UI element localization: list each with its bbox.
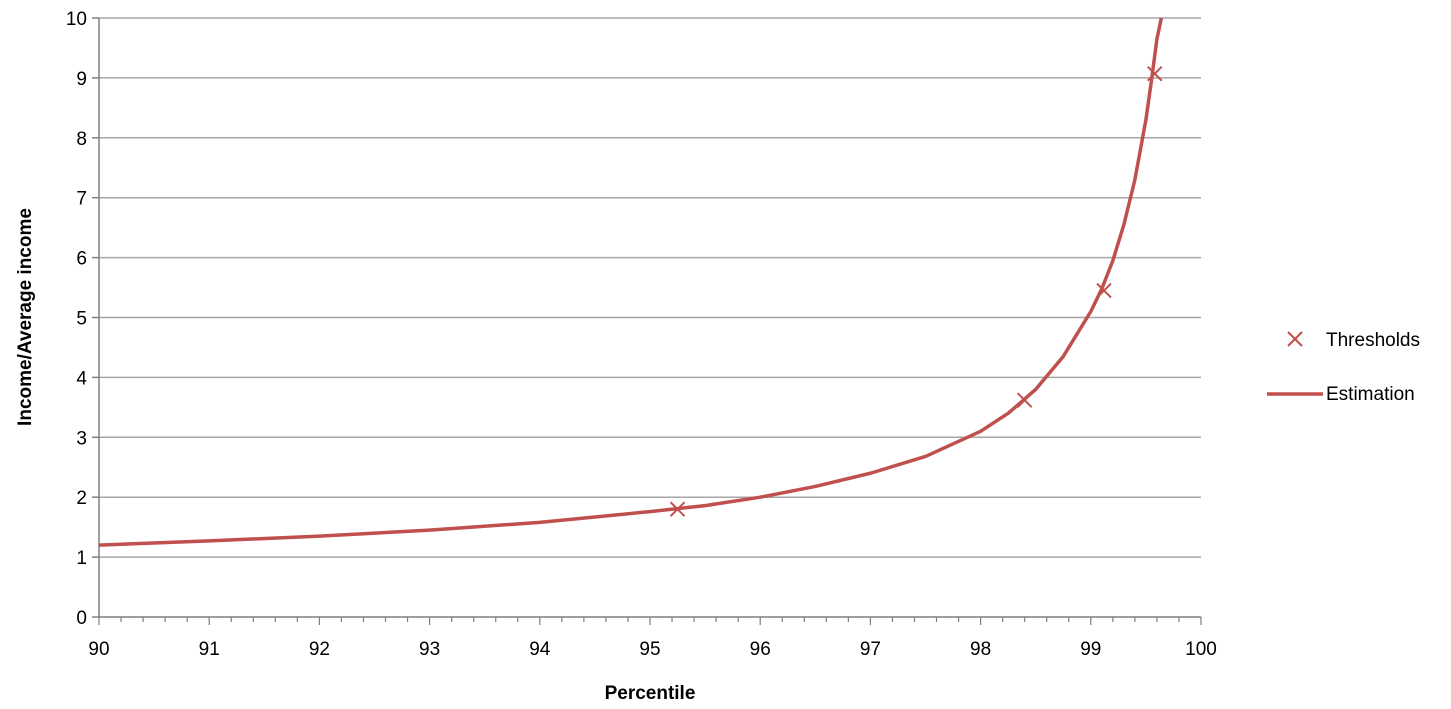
x-tick-label: 90 (88, 639, 109, 660)
y-tick-label: 1 (76, 548, 87, 569)
x-axis-title: Percentile (605, 683, 696, 704)
data-series (98, 17, 1164, 547)
y-tick-label: 10 (66, 9, 87, 30)
y-tick-label: 8 (76, 129, 87, 150)
threshold-point (1096, 282, 1112, 299)
legend-estimation-label: Estimation (1326, 384, 1415, 405)
x-tick-label: 99 (1080, 639, 1101, 660)
y-tick-label: 2 (76, 488, 87, 509)
x-tick-label: 94 (529, 639, 551, 660)
tick-labels: 0 1 2 3 4 5 6 7 8 9 10 90 91 92 93 94 95 96 97 98 99 100 (66, 9, 1217, 660)
x-tick-label: 92 (309, 639, 330, 660)
y-tick-label: 0 (76, 608, 87, 629)
legend-thresholds-marker (1287, 331, 1303, 347)
threshold-point (1016, 392, 1033, 408)
x-tick-label: 91 (199, 639, 220, 660)
x-tick-label: 95 (639, 639, 660, 660)
y-tick-label: 6 (76, 249, 87, 270)
estimation-line (98, 17, 1164, 547)
gridlines (99, 17, 1201, 558)
x-tick-label: 93 (419, 639, 440, 660)
legend: Thresholds Estimation (1267, 330, 1420, 405)
y-tick-label: 5 (76, 309, 87, 330)
y-axis-title: Income/Average income (15, 208, 36, 426)
threshold-point (669, 501, 686, 517)
threshold-point (1147, 65, 1163, 82)
x-tick-label: 96 (750, 639, 771, 660)
x-tick-label: 98 (970, 639, 991, 660)
x-tick-label: 100 (1185, 639, 1217, 660)
y-tick-label: 4 (76, 368, 87, 389)
axes (92, 17, 1202, 625)
legend-thresholds-label: Thresholds (1326, 330, 1420, 351)
y-tick-label: 9 (76, 69, 87, 90)
y-tick-label: 7 (76, 189, 87, 210)
x-tick-label: 97 (860, 639, 881, 660)
y-tick-label: 3 (76, 428, 87, 449)
legend-x-glyph (1287, 331, 1303, 347)
